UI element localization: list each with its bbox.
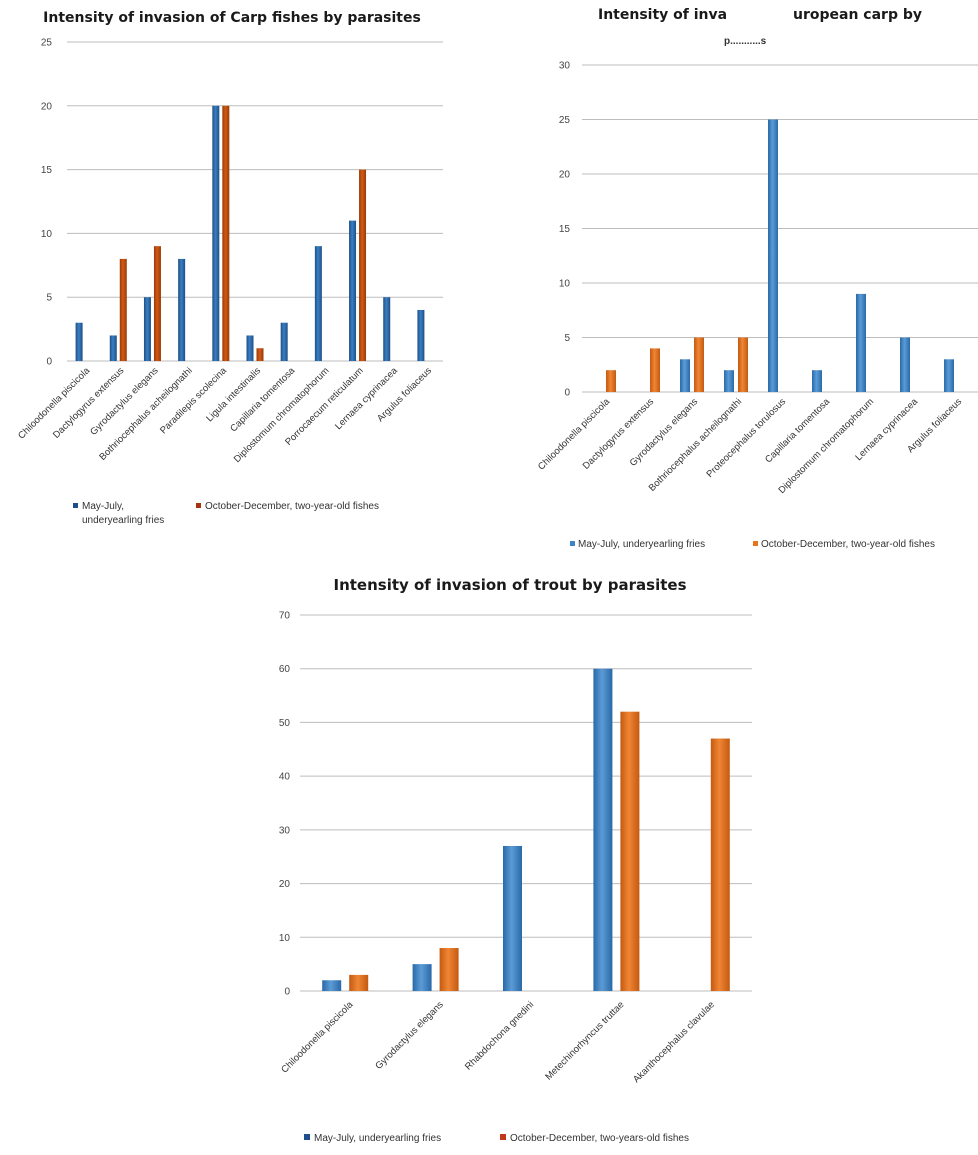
category-label: Proteocephalus torulosus [705,396,789,480]
bar-may-july [417,309,425,361]
category-label: Bothriocephalus acheilognathi [647,396,744,493]
category-label: Chiloodonella piscicola [536,396,613,473]
legend-swatch-series-2 [500,1134,506,1140]
y-tick-label: 0 [284,987,290,998]
bar-may-july [900,337,910,392]
legend-label-series-2: October-December, two-year-old fishes [205,501,379,512]
bar-october-december [694,337,704,392]
y-tick-label: 10 [559,279,571,290]
legend-label-series-2: October-December, two-year-old fishes [761,539,935,550]
bar-may-july [246,335,254,361]
bar-may-july [109,335,117,361]
bar-october-december [620,711,640,991]
y-tick-label: 0 [46,357,52,368]
bar-may-july [503,845,522,991]
y-tick-label: 30 [279,825,291,836]
legend-label-series-2: October-December, two-years-old fishes [510,1133,689,1144]
bar-october-december [650,348,660,392]
legend-swatch-series-1 [570,541,575,546]
bar-october-december [153,246,161,361]
bar-october-december [349,974,369,991]
chart-title-part-2: uropean carp by [793,7,922,23]
bar-october-december [738,337,748,392]
chart-european-carp: Intensity of inva uropean carp by p.....… [536,4,978,550]
chart-title-line-2: p...........s [724,36,767,47]
y-tick-label: 25 [41,38,53,49]
bar-may-july [280,322,288,361]
category-label: Akanthocephalus clavulae [631,999,717,1085]
bar-may-july [768,119,778,392]
bar-may-july [812,370,822,392]
y-tick-label: 5 [564,333,570,344]
bar-may-july [593,668,613,991]
chart-title: Intensity of inva [598,7,727,23]
legend-swatch-series-2 [196,503,201,508]
bar-may-july [314,246,322,361]
category-label: Metechinorhyncus truttae [543,999,626,1082]
legend-label-series-1: May-July, [82,501,124,512]
bar-may-july [178,258,186,361]
category-label: Paradilepis scolecina [158,365,229,436]
bar-may-july [212,105,220,361]
y-tick-label: 50 [279,718,291,729]
chart-title-part-1: Intensity of inva [598,7,727,23]
legend-swatch-series-1 [304,1134,310,1140]
y-tick-label: 25 [559,115,571,126]
bar-may-july [680,359,690,392]
y-tick-label: 0 [564,388,570,399]
legend-swatch-series-1 [73,503,78,508]
bar-october-december [119,258,127,361]
chart-title: Intensity of invasion of Carp fishes by … [43,10,421,26]
category-label: Chiloodonella piscicola [279,999,356,1076]
chart-title: Intensity of invasion of trout by parasi… [333,576,686,594]
bar-may-july [856,293,866,392]
legend: May-July, underyearling fries October-De… [304,1133,689,1144]
chart-carp: Intensity of invasion of Carp fishes by … [16,10,443,526]
category-label: Rhabdochona gnedini [463,999,536,1072]
bar-october-december [606,370,616,392]
category-label: Lernaea cyprinacea [333,365,400,432]
y-tick-label: 30 [559,61,571,72]
bar-october-december [359,169,367,361]
title-occlusion [728,4,790,24]
bar-may-july [75,322,83,361]
legend-label-series-1-line-2: underyearling fries [82,515,164,526]
bar-may-july [724,370,734,392]
y-tick-label: 20 [41,101,53,112]
bar-october-december [222,105,230,361]
bar-october-december [256,348,264,361]
category-label: Gyrodactylus elegans [373,999,446,1072]
bar-may-july [383,297,391,361]
y-tick-label: 20 [279,879,291,890]
y-tick-label: 15 [41,165,53,176]
y-tick-label: 10 [279,933,291,944]
legend-label-series-1: May-July, underyearling fries [578,539,705,550]
y-tick-label: 5 [46,293,52,304]
legend-swatch-series-2 [753,541,758,546]
legend: May-July, underyearling fries October-De… [570,539,935,550]
legend: May-July, underyearling fries October-De… [73,501,379,526]
y-tick-label: 60 [279,664,291,675]
bar-october-december [439,948,459,991]
bar-may-july [322,980,342,991]
y-tick-label: 40 [279,772,291,783]
legend-label-series-1: May-July, underyearling fries [314,1133,441,1144]
chart-trout: Intensity of invasion of trout by parasi… [279,576,752,1144]
y-tick-label: 70 [279,611,291,622]
y-tick-label: 10 [41,229,53,240]
bar-october-december [710,738,730,991]
y-tick-label: 20 [559,170,571,181]
category-label: Capillaria tomentosa [228,365,298,435]
bar-may-july [944,359,954,392]
bar-may-july [143,297,151,361]
bar-may-july [349,220,357,361]
bar-may-july [412,964,432,991]
y-tick-label: 15 [559,224,571,235]
